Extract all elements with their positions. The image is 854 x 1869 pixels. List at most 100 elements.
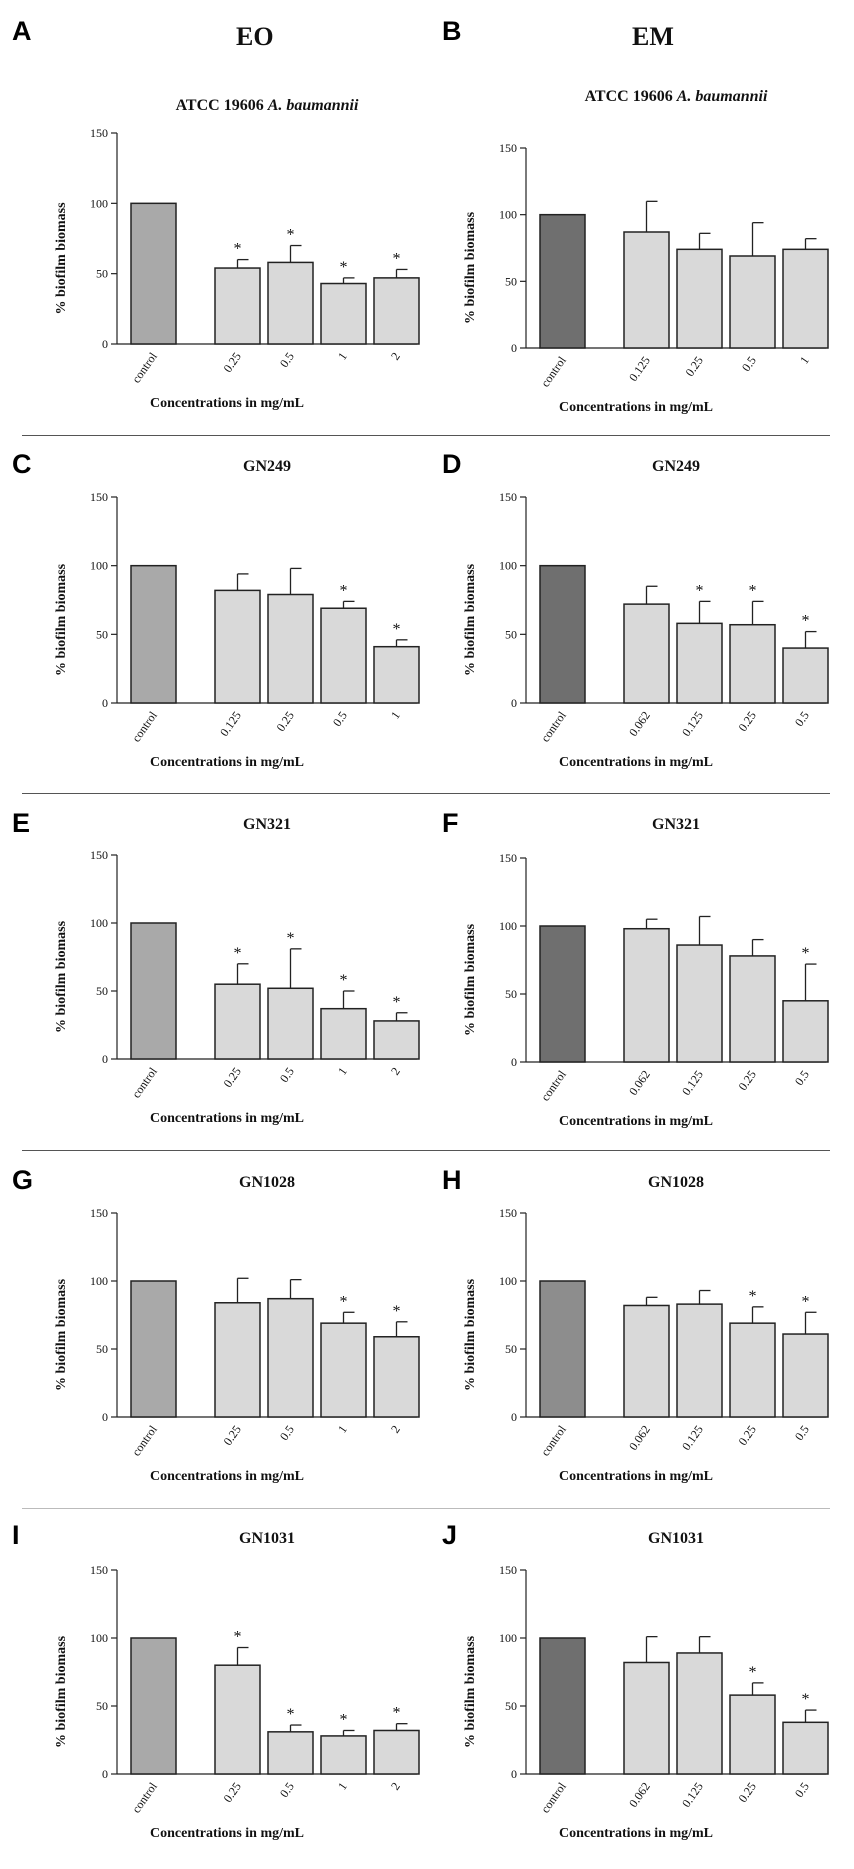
significance-star-a-2: * (393, 250, 401, 267)
bar-control-e (130, 922, 177, 1060)
y-axis-label-f: % biofilm biomass (463, 923, 478, 1036)
y-tick-label-j: 100 (499, 1631, 517, 1645)
significance-star-d-0.25: * (749, 582, 757, 599)
y-tick-label-h: 100 (499, 1274, 517, 1288)
significance-star-c-0.5: * (340, 582, 348, 599)
x-tick-label-f-0.062: 0.062 (626, 1068, 653, 1098)
x-tick-label-j-0.5: 0.5 (792, 1780, 812, 1800)
x-axis-label-i: Concentrations in mg/mL (150, 1826, 304, 1841)
x-tick-label-h-0.5: 0.5 (792, 1423, 812, 1443)
x-tick-label-b-0.125: 0.125 (626, 354, 653, 384)
y-tick-label-i: 150 (90, 1563, 108, 1577)
bar-control-h (539, 1280, 586, 1418)
bar-g-0.5 (267, 1297, 314, 1418)
chart-title-h: GN1028 (648, 1174, 704, 1191)
significance-star-d-0.5: * (802, 613, 810, 630)
row-divider-2 (22, 793, 830, 794)
y-tick-label-a: 0 (102, 337, 108, 351)
x-tick-label-h-0.125: 0.125 (679, 1423, 706, 1453)
x-axis-label-a: Concentrations in mg/mL (150, 396, 304, 411)
y-tick-label-e: 150 (90, 848, 108, 862)
x-tick-label-d-control: control (538, 708, 569, 744)
column-title-em: EM (632, 22, 674, 51)
row-divider-1 (22, 435, 830, 436)
bar-g-1 (320, 1322, 367, 1418)
x-tick-label-i-0.25: 0.25 (220, 1780, 244, 1805)
bar-i-0.5 (267, 1731, 314, 1775)
panel-letter-f: F (442, 808, 459, 838)
x-tick-label-g-0.25: 0.25 (220, 1423, 244, 1448)
y-tick-label-f: 0 (511, 1055, 517, 1069)
y-axis-label-e: % biofilm biomass (54, 920, 69, 1033)
bar-j-0.25 (729, 1694, 776, 1775)
x-tick-label-f-control: control (538, 1067, 569, 1103)
y-axis-label-a: % biofilm biomass (54, 202, 69, 315)
chart-title-d: GN249 (652, 458, 700, 475)
y-tick-label-h: 50 (505, 1342, 517, 1356)
bar-f-0.125 (676, 944, 723, 1063)
significance-star-f-0.5: * (802, 945, 810, 962)
bar-b-0.125 (623, 231, 670, 349)
x-tick-label-d-0.125: 0.125 (679, 709, 706, 739)
chart-title-a: ATCC 19606 A. baumannii (176, 97, 359, 114)
y-tick-label-e: 100 (90, 916, 108, 930)
x-axis-label-e: Concentrations in mg/mL (150, 1111, 304, 1126)
y-tick-label-f: 100 (499, 919, 517, 933)
x-tick-label-b-0.25: 0.25 (682, 354, 706, 379)
y-tick-label-e: 50 (96, 984, 108, 998)
panel-letter-j: J (442, 1520, 458, 1550)
y-tick-label-g: 100 (90, 1274, 108, 1288)
bar-control-j (539, 1637, 586, 1775)
x-tick-label-d-0.5: 0.5 (792, 709, 812, 729)
bar-b-0.5 (729, 255, 776, 349)
bar-e-0.5 (267, 987, 314, 1060)
x-tick-label-a-2: 2 (388, 350, 403, 363)
x-tick-label-g-control: control (129, 1422, 160, 1458)
x-axis-label-d: Concentrations in mg/mL (559, 755, 713, 770)
y-tick-label-a: 150 (90, 126, 108, 140)
y-tick-label-j: 50 (505, 1699, 517, 1713)
x-tick-label-h-0.062: 0.062 (626, 1423, 653, 1453)
significance-star-h-0.5: * (802, 1293, 810, 1310)
bar-b-1 (782, 248, 829, 349)
bar-g-0.25 (214, 1302, 261, 1418)
y-tick-label-d: 50 (505, 627, 517, 641)
y-tick-label-g: 0 (102, 1410, 108, 1424)
x-tick-label-b-0.5: 0.5 (739, 354, 759, 374)
bar-a-0.25 (214, 267, 261, 345)
x-tick-label-d-0.25: 0.25 (735, 709, 759, 734)
bar-e-1 (320, 1007, 367, 1060)
significance-star-e-0.5: * (287, 930, 295, 947)
chart-title-i: GN1031 (239, 1530, 295, 1547)
y-tick-label-f: 50 (505, 987, 517, 1001)
bar-f-0.5 (782, 1000, 829, 1063)
x-tick-label-h-control: control (538, 1422, 569, 1458)
chart-title-e: GN321 (243, 816, 291, 833)
bar-i-0.25 (214, 1664, 261, 1775)
y-tick-label-b: 150 (499, 141, 517, 155)
bar-e-0.25 (214, 983, 261, 1060)
chart-title-c: GN249 (243, 458, 291, 475)
panel-letter-g: G (12, 1165, 34, 1195)
bar-e-2 (373, 1020, 420, 1060)
y-tick-label-a: 100 (90, 196, 108, 210)
row-divider-4 (22, 1508, 830, 1509)
x-tick-label-a-0.5: 0.5 (277, 350, 297, 370)
bar-f-0.062 (623, 927, 670, 1063)
significance-star-a-0.5: * (287, 227, 295, 244)
y-tick-label-d: 100 (499, 559, 517, 573)
x-tick-label-e-1: 1 (335, 1065, 350, 1078)
significance-star-g-2: * (393, 1303, 401, 1320)
y-axis-label-d: % biofilm biomass (463, 563, 478, 676)
x-tick-label-b-control: control (538, 353, 569, 389)
y-tick-label-i: 0 (102, 1767, 108, 1781)
x-tick-label-c-0.5: 0.5 (330, 709, 350, 729)
significance-star-e-2: * (393, 994, 401, 1011)
panel-letter-b: B (442, 16, 462, 46)
x-tick-label-i-0.5: 0.5 (277, 1780, 297, 1800)
x-axis-label-j: Concentrations in mg/mL (559, 1826, 713, 1841)
significance-star-c-1: * (393, 621, 401, 638)
bar-j-0.125 (676, 1652, 723, 1775)
bar-i-2 (373, 1729, 420, 1775)
bar-control-b (539, 213, 586, 349)
